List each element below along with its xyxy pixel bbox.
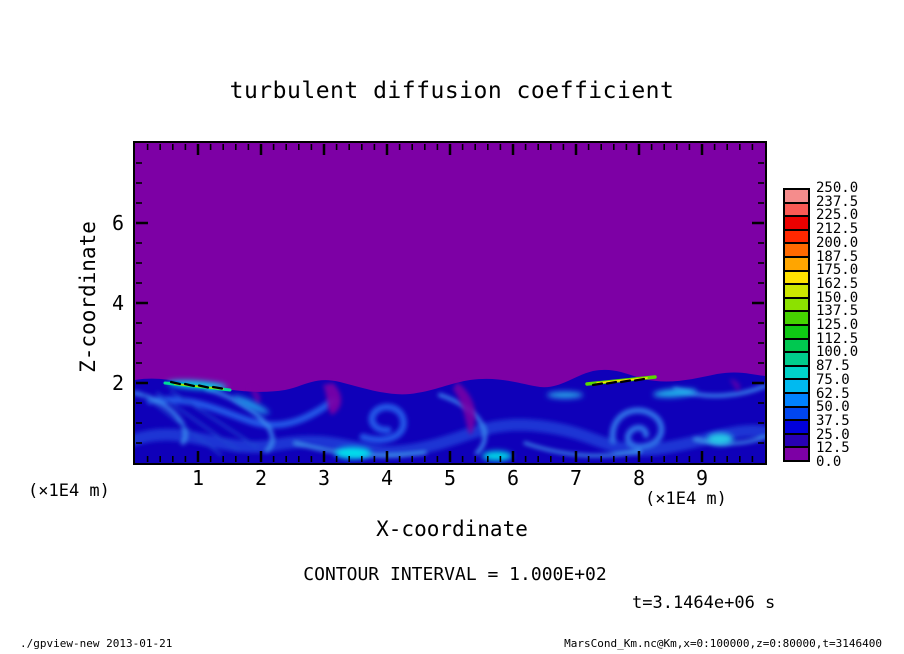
x-tick-label: 6	[506, 466, 520, 490]
x-tick-label: 7	[569, 466, 583, 490]
plot-area	[133, 141, 767, 465]
y-tick-label: 6	[111, 211, 124, 235]
colorbar-cell	[785, 446, 808, 460]
page-title: turbulent diffusion coefficient	[229, 78, 675, 104]
colorbar-tick-label: 225.0	[816, 207, 859, 224]
x-axis-units: (×1E4 m)	[645, 489, 727, 509]
contour-interval-text: CONTOUR INTERVAL = 1.000E+02	[303, 564, 607, 585]
colorbar-tick-label: 137.5	[816, 303, 859, 320]
colorbar-tick-label: 62.5	[816, 385, 850, 402]
colorbar-tick-label: 237.5	[816, 193, 859, 210]
colorbar-cell	[785, 242, 808, 256]
colorbar-cell	[785, 391, 808, 406]
contour-plot	[135, 143, 765, 463]
colorbar-cell	[785, 432, 808, 447]
y-tick-label: 4	[111, 291, 124, 315]
axis-ticks	[136, 144, 764, 462]
turbulence-purple-wisps	[249, 379, 741, 435]
x-tick-label: 2	[254, 466, 268, 490]
x-tick-label: 9	[695, 466, 709, 490]
footer-program-version: ./gpview-new 2013-01-21	[20, 637, 173, 650]
colorbar-tick-label: 250.0	[816, 180, 859, 196]
x-tick-label: 8	[632, 466, 646, 490]
colorbar-tick-label: 162.5	[816, 275, 859, 292]
colorbar-cell	[785, 190, 808, 202]
colorbar-cell	[785, 283, 808, 297]
colorbar-tick-label: 100.0	[816, 344, 859, 361]
y-axis-units: (×1E4 m)	[28, 481, 110, 501]
colorbar-cell	[785, 323, 808, 338]
colorbar-tick-label: 175.0	[816, 262, 859, 279]
colorbar-cell	[785, 269, 808, 284]
colorbar-tick-label: 200.0	[816, 234, 859, 251]
colorbar-tick-label: 37.5	[816, 412, 850, 429]
colorbar-cell	[785, 310, 808, 324]
colorbar-cell	[785, 419, 808, 433]
colorbar-cell	[785, 228, 808, 243]
x-axis-label: X-coordinate	[376, 517, 528, 541]
colorbar-cell	[785, 201, 808, 216]
colorbar-tick-label: 0.0	[816, 454, 842, 470]
colorbar-tick-label: 50.0	[816, 399, 850, 416]
colorbar-cell	[785, 215, 808, 229]
turbulence-swirls	[135, 384, 765, 458]
colorbar-cell	[785, 296, 808, 311]
colorbar-tick-label: 212.5	[816, 221, 859, 238]
colorbar-cell	[785, 337, 808, 352]
colorbar-cell	[785, 364, 808, 379]
colorbar-tick-label: 12.5	[816, 440, 850, 457]
colorbar-tick-label: 150.0	[816, 289, 859, 306]
colorbar-tick-label: 75.0	[816, 371, 850, 388]
x-tick-label: 3	[317, 466, 331, 490]
footer-data-source: MarsCond_Km.nc@Km,x=0:100000,z=0:80000,t…	[564, 637, 882, 650]
x-tick-label: 4	[380, 466, 394, 490]
colorbar-tick-label: 112.5	[816, 330, 859, 347]
colorbar-cell	[785, 378, 808, 392]
y-tick-label: 2	[111, 371, 124, 395]
colorbar-tick-label: 87.5	[816, 358, 850, 375]
colorbar	[783, 188, 810, 462]
colorbar-tick-label: 25.0	[816, 426, 850, 443]
colorbar-cell	[785, 255, 808, 270]
colorbar-cell	[785, 405, 808, 420]
hotspot-streak-right	[585, 375, 657, 387]
colorbar-cell	[785, 351, 808, 365]
hotspot-streak-left	[163, 380, 232, 392]
time-annotation: t=3.1464e+06 s	[632, 593, 776, 613]
x-tick-label: 5	[443, 466, 457, 490]
colorbar-tick-label: 187.5	[816, 248, 859, 265]
colorbar-tick-label: 125.0	[816, 317, 859, 333]
x-tick-label: 1	[191, 466, 205, 490]
